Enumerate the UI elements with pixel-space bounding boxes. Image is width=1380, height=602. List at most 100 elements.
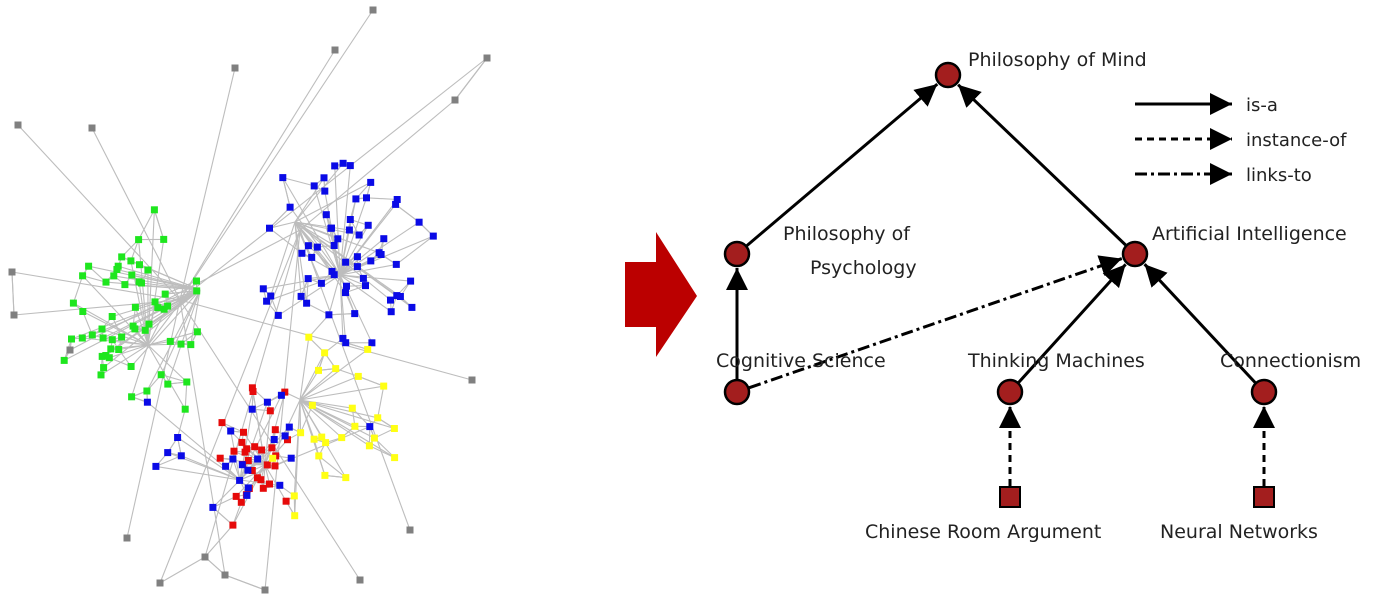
network-node-blue: [396, 293, 404, 300]
network-edge: [318, 455, 347, 479]
network-node-blue: [353, 263, 361, 271]
network-node-green: [193, 328, 201, 336]
network-edge: [366, 197, 398, 201]
network-node-blue: [276, 481, 284, 489]
network-node-green: [145, 320, 153, 328]
network-node-red: [248, 467, 256, 474]
network-edge: [313, 185, 341, 276]
network-node-red: [268, 444, 276, 452]
network-edge: [282, 177, 291, 208]
network-edges: [11, 9, 488, 591]
network-node-blue: [363, 194, 370, 202]
network-node-blue: [346, 216, 354, 223]
network-node-blue: [321, 187, 329, 195]
network-node-green: [102, 278, 110, 286]
network-node-blue: [310, 182, 318, 190]
network-node-blue: [355, 231, 363, 239]
network-edge: [299, 399, 353, 409]
network-node-green: [68, 335, 75, 343]
network-node-gray: [261, 586, 269, 594]
network-node-red: [251, 443, 259, 451]
network-edge: [299, 375, 359, 401]
network-node-blue: [286, 203, 294, 211]
network-node-blue: [308, 253, 316, 261]
network-node-green: [108, 336, 116, 344]
label-cognitive-science: Cognitive Science: [716, 350, 886, 372]
network-edge: [184, 381, 188, 410]
network-edge: [235, 464, 266, 497]
network-edge: [335, 368, 359, 377]
network-edge: [299, 370, 319, 401]
network-node-gray: [231, 64, 239, 72]
network-edge: [339, 274, 411, 282]
network-edge: [82, 311, 149, 346]
legend-label-instance-of: instance-of: [1246, 130, 1347, 151]
network-node-blue: [342, 258, 350, 266]
network-node-green: [127, 257, 135, 265]
node-cra: [999, 486, 1021, 508]
network-node-blue: [328, 224, 335, 232]
network-node-red: [257, 476, 265, 484]
network-node-gray: [123, 534, 131, 542]
network-node-red: [232, 492, 240, 500]
network-node-blue: [277, 391, 285, 399]
network-node-red: [258, 446, 266, 454]
network-node-blue: [368, 339, 376, 347]
network-node-gray: [369, 6, 377, 14]
network-edge: [299, 385, 384, 401]
network-node-yellow: [310, 435, 318, 443]
network-edge: [212, 495, 237, 508]
network-node-red: [229, 521, 237, 529]
network-edge: [324, 191, 341, 276]
network-edge: [82, 311, 93, 336]
network-node-green: [107, 345, 115, 353]
network-node-blue: [367, 178, 375, 186]
network-edge: [299, 99, 456, 231]
network-node-green: [121, 281, 129, 289]
network-edge: [264, 229, 301, 591]
network-edge: [289, 206, 341, 276]
legend-label-is-a: is-a: [1246, 95, 1278, 116]
network-edge: [269, 221, 296, 229]
ontology-diagram: Philosophy of Mind Philosophy of Psycholo…: [716, 49, 1361, 543]
network-node-red: [241, 448, 249, 456]
network-node-green: [151, 298, 159, 306]
network-edge: [103, 289, 201, 369]
network-node-green: [79, 308, 87, 315]
label-artificial-intelligence: Artificial Intelligence: [1152, 223, 1347, 245]
network-node-green: [69, 299, 77, 307]
network-edge: [179, 299, 361, 581]
network-node-gray: [66, 346, 74, 354]
network-node-yellow: [321, 349, 329, 357]
network-node-green: [79, 272, 87, 280]
network-edge: [91, 127, 181, 301]
network-edge: [179, 299, 473, 381]
network-edge: [282, 177, 315, 187]
network-node-green: [160, 235, 168, 243]
network-node-blue: [393, 292, 401, 300]
network-node-blue: [408, 303, 416, 311]
network-node-blue: [343, 282, 350, 290]
network-edge: [339, 221, 420, 276]
edge-legend: is-a instance-of links-to: [1135, 93, 1347, 186]
network-edge: [161, 374, 187, 383]
network-node-green: [115, 346, 123, 353]
network-edge: [294, 221, 302, 297]
network-edge: [294, 221, 335, 246]
network-edge: [306, 278, 309, 304]
network-edge: [328, 313, 355, 316]
network-node-blue: [304, 275, 312, 283]
network-node-red: [271, 426, 279, 434]
network-edge: [164, 280, 197, 295]
transition-arrow-icon: [625, 232, 697, 357]
network-edge: [306, 302, 330, 316]
network-node-blue: [392, 200, 400, 208]
network-node-blue: [236, 476, 244, 484]
ontology-labels: Philosophy of Mind Philosophy of Psycholo…: [716, 49, 1361, 543]
network-node-yellow: [390, 425, 398, 432]
network-edge: [377, 385, 385, 418]
network-node-blue: [313, 243, 321, 251]
network-node-blue: [270, 436, 278, 443]
network-node-blue: [279, 174, 287, 182]
network-node-gray: [8, 268, 16, 276]
